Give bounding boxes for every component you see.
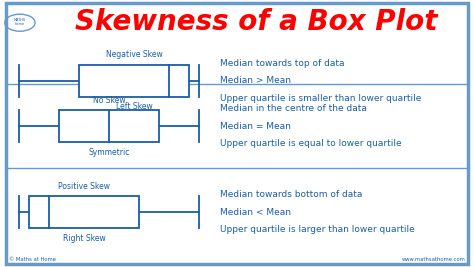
Text: Skewness of a Box Plot: Skewness of a Box Plot [75, 8, 437, 36]
Text: Positive Skew: Positive Skew [58, 182, 110, 191]
Bar [59, 110, 159, 142]
Text: Symmetric: Symmetric [88, 147, 130, 156]
Bar [79, 65, 189, 97]
FancyBboxPatch shape [6, 3, 468, 264]
Text: Left Skew: Left Skew [116, 102, 152, 111]
Bar [29, 196, 139, 228]
Text: Upper quartile is larger than lower quartile: Upper quartile is larger than lower quar… [220, 225, 415, 234]
Text: Median in the centre of the data: Median in the centre of the data [220, 104, 367, 113]
Text: © Maths at Home: © Maths at Home [9, 257, 55, 262]
Text: Upper quartile is smaller than lower quartile: Upper quartile is smaller than lower qua… [220, 94, 422, 103]
Text: No Skew: No Skew [93, 96, 125, 105]
Text: MATHS
home: MATHS home [14, 18, 26, 26]
Text: Median < Mean: Median < Mean [220, 208, 292, 217]
Text: Negative Skew: Negative Skew [106, 50, 162, 59]
Text: Upper quartile is equal to lower quartile: Upper quartile is equal to lower quartil… [220, 139, 402, 148]
Text: Median > Mean: Median > Mean [220, 76, 292, 85]
Text: www.mathsathome.com: www.mathsathome.com [401, 257, 465, 262]
Text: Right Skew: Right Skew [63, 234, 106, 243]
Text: Median towards bottom of data: Median towards bottom of data [220, 190, 363, 199]
Text: Median = Mean: Median = Mean [220, 122, 292, 131]
Text: Median towards top of data: Median towards top of data [220, 59, 345, 68]
